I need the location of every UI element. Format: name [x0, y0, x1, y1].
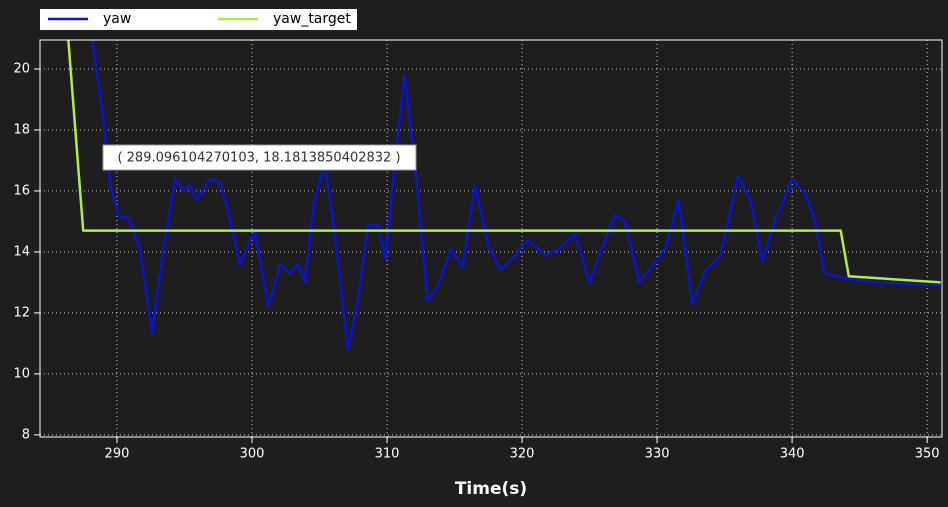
- tooltip-box: [102, 144, 417, 171]
- x-tick-label: 300: [240, 447, 265, 462]
- series-line: [67, 40, 941, 284]
- y-tick-label: 14: [13, 244, 30, 259]
- plot-frame: [39, 39, 943, 438]
- x-axis-label: Time(s): [455, 479, 527, 499]
- x-tick-label: 290: [105, 447, 130, 462]
- series-line: [91, 40, 941, 351]
- tooltip: ( 289.096104270103, 18.1813850402832 ): [117, 151, 400, 166]
- legend-label: yaw_target: [273, 11, 351, 27]
- x-tick-label: 310: [375, 447, 400, 462]
- y-tick-label: 12: [13, 305, 30, 320]
- x-tick-label: 320: [510, 447, 535, 462]
- legend: yaw yaw_target: [48, 11, 351, 27]
- y-tick-label: 8: [22, 427, 30, 442]
- y-tick-label: 20: [13, 61, 30, 76]
- y-tick-label: 10: [13, 366, 30, 381]
- plot-lines: [67, 40, 941, 351]
- axes: 290 300 310 320 330 340 350 8 10 12 14 16 18 20: [13, 39, 943, 462]
- legend-label: yaw: [103, 11, 131, 27]
- x-tick-label: 340: [780, 447, 805, 462]
- x-tick-label: 350: [915, 447, 940, 462]
- legend-box: [40, 9, 357, 30]
- x-tick-label: 330: [645, 447, 670, 462]
- y-tick-label: 16: [13, 183, 30, 198]
- y-tick-label: 18: [13, 122, 30, 137]
